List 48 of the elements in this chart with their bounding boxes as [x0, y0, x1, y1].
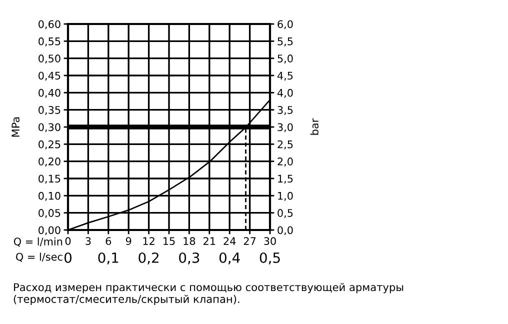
y-tick-label: 0,15 — [38, 174, 60, 184]
text: Расход измерен практически с помощью соответствующей арматуры (термостат/смеситель/скрытый клапан). — [14, 283, 404, 306]
x-tick-label: 30 — [264, 237, 276, 246]
y-tick-label: 0,05 — [38, 209, 60, 218]
y2-tick-label: 0,0 — [278, 226, 293, 236]
x2-tick-label: 0,1 — [98, 252, 118, 264]
y2-tick-label: 4,5 — [277, 72, 293, 81]
y2-tick-label: 5,5 — [278, 38, 293, 46]
y2-tick-label: 1,5 — [278, 174, 293, 184]
y-tick-label: 0,25 — [38, 140, 60, 150]
y2-tick-label: 0,5 — [278, 209, 293, 218]
x2-tick-label: 0 — [64, 252, 72, 263]
x-tick-label: 21 — [204, 237, 216, 245]
y2-tick-label: 6,0 — [278, 20, 293, 30]
x-tick-label: 24 — [224, 237, 236, 245]
x2-tick-label: 0,5 — [260, 252, 280, 264]
x2-tick-label: 0,2 — [138, 252, 158, 264]
x-tick-label: 18 — [184, 237, 196, 246]
y2-tick-label: 2,5 — [278, 140, 293, 150]
y-tick-label: 0,60 — [38, 20, 60, 30]
x2-tick-label: 0,3 — [179, 252, 200, 264]
y-tick-label: 0,10 — [38, 192, 60, 201]
y2-axis-title: bar — [310, 118, 318, 135]
y2-tick-label: 1,0 — [278, 192, 293, 201]
x-tick-label: 6 — [106, 237, 112, 246]
y-tick-label: 0,55 — [38, 37, 60, 46]
y-tick-label: 0,00 — [38, 226, 60, 236]
x-tick-label: 3 — [86, 237, 91, 246]
x-axis-title: Q = l/min — [14, 237, 62, 247]
y-axis-title: MPa — [12, 117, 20, 137]
y-tick-label: 0,35 — [38, 106, 60, 115]
x2-tick-label: 0,4 — [219, 252, 240, 264]
y-tick-label: 0,45 — [38, 72, 60, 81]
y2-tick-label: 4,0 — [277, 88, 293, 98]
x-tick-label: 0 — [65, 237, 71, 246]
y2-tick-label: 3,0 — [278, 123, 293, 132]
y-tick-label: 0,20 — [38, 158, 60, 166]
y-tick-label: 0,50 — [38, 54, 60, 64]
x-tick-label: 27 — [244, 237, 256, 245]
y-tick-label: 0,40 — [38, 88, 60, 98]
x2-axis-title: Q = l/sec — [16, 252, 62, 262]
x-tick-label: 12 — [143, 237, 154, 245]
y2-tick-label: 3,5 — [278, 106, 293, 115]
x-tick-label: 15 — [164, 237, 175, 246]
x-tick-label: 9 — [126, 237, 132, 246]
y2-tick-label: 5,0 — [278, 54, 293, 64]
y-tick-label: 0,30 — [38, 123, 60, 132]
y2-tick-label: 2,0 — [278, 158, 293, 166]
